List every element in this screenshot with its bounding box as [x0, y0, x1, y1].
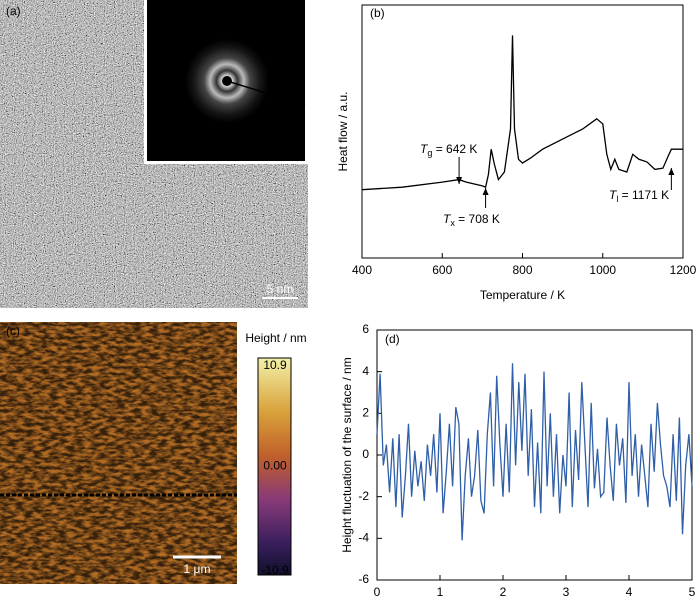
annotation: Tx = 708 K: [443, 212, 500, 228]
colorbar: [257, 357, 292, 576]
y-axis-label: Height fluctuation of the surface / nm: [340, 357, 354, 552]
annotation-subscript: l: [616, 194, 618, 204]
x-tick-label: 1200: [670, 263, 697, 277]
y-tick-label: -2: [358, 489, 369, 503]
panel-label: (d): [385, 332, 400, 346]
y-tick-label: 2: [362, 406, 369, 420]
x-tick-label: 1000: [589, 263, 616, 277]
x-tick-label: 0: [374, 585, 381, 599]
x-tick-label: 1: [437, 585, 444, 599]
annotation-text: = 708 K: [455, 212, 500, 226]
x-tick-label: 3: [563, 585, 570, 599]
beam-stop-rod: [226, 80, 306, 106]
plot-frame: [376, 329, 693, 581]
annotation-subscript: g: [427, 148, 432, 158]
annotation-arrowhead: [456, 177, 463, 184]
colorbar-tick-label: 0.00: [263, 459, 287, 473]
panel-label: (c): [6, 324, 20, 338]
annotation: Tl = 1171 K: [609, 188, 669, 204]
x-tick-label: 800: [512, 263, 532, 277]
scale-bar-label: 1 μm: [184, 562, 211, 576]
afm-texture: [0, 322, 237, 584]
panel-label: (a): [6, 4, 21, 18]
data-line: [361, 35, 683, 191]
annotation-subscript: x: [450, 218, 455, 228]
colorbar-tick-label: 10.9: [263, 358, 287, 372]
data-line: [376, 363, 693, 541]
x-tick-label: 4: [626, 585, 633, 599]
y-axis-label: Heat flow / a.u.: [336, 91, 350, 171]
x-tick-label: 600: [432, 263, 452, 277]
y-tick-label: 6: [362, 322, 369, 336]
x-axis-label: Temperature / K: [480, 288, 565, 302]
annotation: Tg = 642 K: [420, 142, 477, 158]
colorbar-title: Height / nm: [245, 331, 306, 345]
colorbar-tick-label: -10.9: [261, 563, 289, 577]
annotation-text: = 642 K: [432, 142, 477, 156]
scale-bar-label: 5 nm: [267, 282, 294, 296]
y-tick-label: 4: [362, 364, 369, 378]
annotation-arrowhead: [668, 168, 675, 175]
x-tick-label: 2: [500, 585, 507, 599]
annotation-text: = 1171 K: [618, 188, 669, 202]
annotation-arrowhead: [482, 188, 489, 195]
annotation-symbol: T: [609, 188, 618, 202]
y-tick-label: -4: [358, 531, 369, 545]
y-tick-label: 0: [362, 447, 369, 461]
x-tick-label: 400: [352, 263, 372, 277]
plot-frame: [361, 4, 684, 259]
x-tick-label: 5: [689, 585, 696, 599]
annotation-symbol: T: [420, 142, 429, 156]
panel-label: (b): [370, 6, 385, 20]
annotation-symbol: T: [443, 212, 452, 226]
y-tick-label: -6: [358, 572, 369, 586]
